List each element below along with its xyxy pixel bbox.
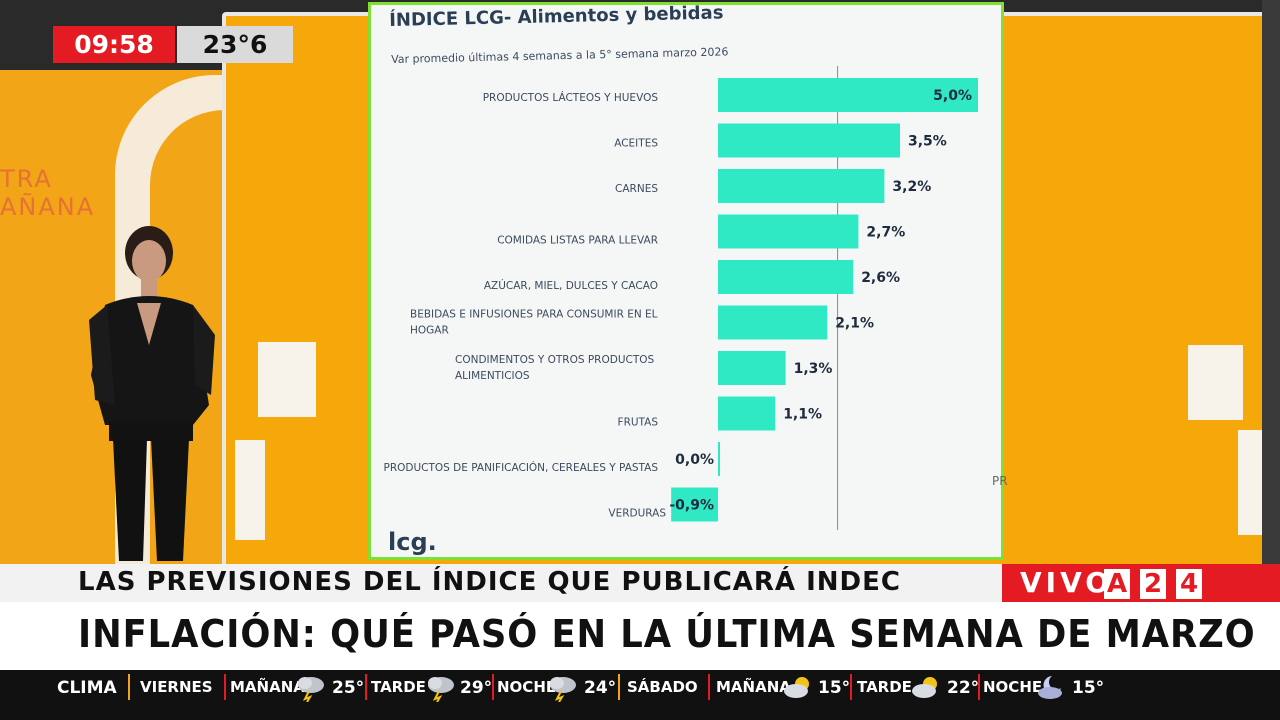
chart-category-line: AZÚCAR, MIEL, DULCES Y CACAO <box>484 279 658 292</box>
chart-category-label: BEBIDAS E INFUSIONES PARA CONSUMIR EN EL… <box>410 309 658 337</box>
ticker-temp: 29° <box>460 678 493 698</box>
news-headline: INFLACIÓN: QUÉ PASÓ EN LA ÚLTIMA SEMANA … <box>78 612 1256 656</box>
clock-display: 09:58 <box>53 26 175 63</box>
wall-tile <box>235 440 265 540</box>
chart-bar <box>718 214 859 249</box>
chart-data-label: 2,6% <box>861 270 900 286</box>
ticker-label: CLIMA <box>57 678 117 698</box>
ticker-period: NOCHE <box>983 678 1043 696</box>
chart-category-line: ACEITES <box>614 138 658 150</box>
headline-bar <box>0 602 1280 670</box>
ticker-period: MAÑANA <box>230 678 305 696</box>
channel-logo-char: A <box>1104 569 1130 599</box>
chart-category-line: PRODUCTOS LÁCTEOS Y HUEVOS <box>483 91 659 104</box>
chart-data-label: 5,0% <box>933 88 972 104</box>
chart-category-line: COMIDAS LISTAS PARA LLEVAR <box>497 235 658 247</box>
wall-tile <box>1238 430 1262 535</box>
chart-side-text: PR <box>992 474 1008 488</box>
live-label: VIVO <box>1020 566 1114 599</box>
chart-category-label: CONDIMENTOS Y OTROS PRODUCTOS ALIMENTICIO… <box>455 354 655 382</box>
chart-data-label: 3,2% <box>892 179 931 195</box>
weather-ticker <box>0 670 1280 720</box>
background-sign-line2: AÑANA <box>0 193 96 221</box>
ticker-divider <box>708 674 710 700</box>
background-sign: TRA AÑANA <box>0 165 120 221</box>
chart-bar <box>718 123 900 158</box>
studio-edge <box>1262 0 1280 570</box>
chart-data-label: 0,0% <box>675 452 714 468</box>
ticker-period: NOCHE <box>497 678 557 696</box>
ticker-period: MAÑANA <box>716 678 791 696</box>
presenter <box>89 226 215 561</box>
chart-bar <box>718 396 776 431</box>
ticker-temp: 24° <box>584 678 617 698</box>
wall-tile <box>258 342 316 417</box>
ticker-temp: 22° <box>947 678 980 698</box>
chart-category-label: ACEITES <box>614 138 658 150</box>
bar-chart: 5,0% PRODUCTOS LÁCTEOS Y HUEVOS 3,5% ACEITE… <box>384 66 978 530</box>
ticker-day: SÁBADO <box>627 678 698 696</box>
chart-category-label: PRODUCTOS LÁCTEOS Y HUEVOS <box>483 91 659 104</box>
moon-cloud-icon <box>1038 676 1062 699</box>
ticker-divider <box>850 674 852 700</box>
chart-data-label: 1,1% <box>783 407 822 423</box>
storm-icon <box>298 677 324 702</box>
ticker-divider <box>618 674 620 700</box>
ticker-period: TARDE <box>857 678 912 696</box>
chart-data-label: 3,5% <box>908 134 947 150</box>
ticker-day: VIERNES <box>140 678 213 696</box>
channel-logo-char: 2 <box>1140 569 1166 599</box>
chart-bar <box>718 351 786 385</box>
ticker-period: TARDE <box>371 678 426 696</box>
partly-cloudy-icon <box>912 677 937 698</box>
storm-icon <box>550 677 576 702</box>
chart-category-label: AZÚCAR, MIEL, DULCES Y CACAO <box>484 279 658 292</box>
ticker-temp: 25° <box>332 678 365 698</box>
chart-category-label: CARNES <box>615 183 658 195</box>
ticker-divider <box>978 674 980 700</box>
chart-category-line: CARNES <box>615 183 658 195</box>
chart-category-line: FRUTAS <box>618 417 659 429</box>
news-subtitle: LAS PREVISIONES DEL ÍNDICE QUE PUBLICARÁ… <box>78 567 901 597</box>
ticker-divider <box>492 674 494 700</box>
chart-category-line: BEBIDAS E INFUSIONES PARA CONSUMIR EN EL <box>410 309 658 321</box>
lcg-logo: lcg. <box>388 528 437 556</box>
ticker-divider <box>224 674 226 700</box>
chart-bar <box>671 487 718 522</box>
chart-category-line: PRODUCTOS DE PANIFICACIÓN, CEREALES Y PA… <box>384 461 659 474</box>
chart-data-label: -0,9% <box>669 498 714 514</box>
chart-category-label: VERDURAS <box>608 508 666 520</box>
subtitle-bar <box>0 564 1002 602</box>
chart-category-label: FRUTAS <box>618 417 659 429</box>
chart-bar <box>718 169 885 203</box>
chart-category-line: HOGAR <box>410 325 449 337</box>
chart-data-label: 1,3% <box>794 361 833 377</box>
chart-category-line: ALIMENTICIOS <box>455 370 530 382</box>
channel-logo-char: 4 <box>1176 569 1202 599</box>
chart-category-label: COMIDAS LISTAS PARA LLEVAR <box>497 235 658 247</box>
background-sign-line1: TRA <box>0 165 53 193</box>
ticker-divider <box>128 674 130 700</box>
temperature-display: 23°6 <box>177 26 293 63</box>
ticker-divider <box>365 674 367 700</box>
chart-data-label: 2,7% <box>866 225 905 241</box>
chart-category-line: CONDIMENTOS Y OTROS PRODUCTOS <box>455 354 655 366</box>
chart-bar <box>718 305 828 340</box>
ticker-temp: 15° <box>1072 678 1105 698</box>
chart-category-line: VERDURAS <box>608 508 666 520</box>
wall-tile <box>1188 345 1243 420</box>
chart-bar <box>718 260 854 294</box>
chart-category-label: PRODUCTOS DE PANIFICACIÓN, CEREALES Y PA… <box>384 461 659 474</box>
ticker-temp: 15° <box>818 678 851 698</box>
partly-cloudy-icon <box>784 677 809 698</box>
chart-data-label: 2,1% <box>835 316 874 332</box>
chart-bar <box>718 78 978 112</box>
storm-icon <box>428 677 454 702</box>
chart-bar <box>718 442 720 476</box>
